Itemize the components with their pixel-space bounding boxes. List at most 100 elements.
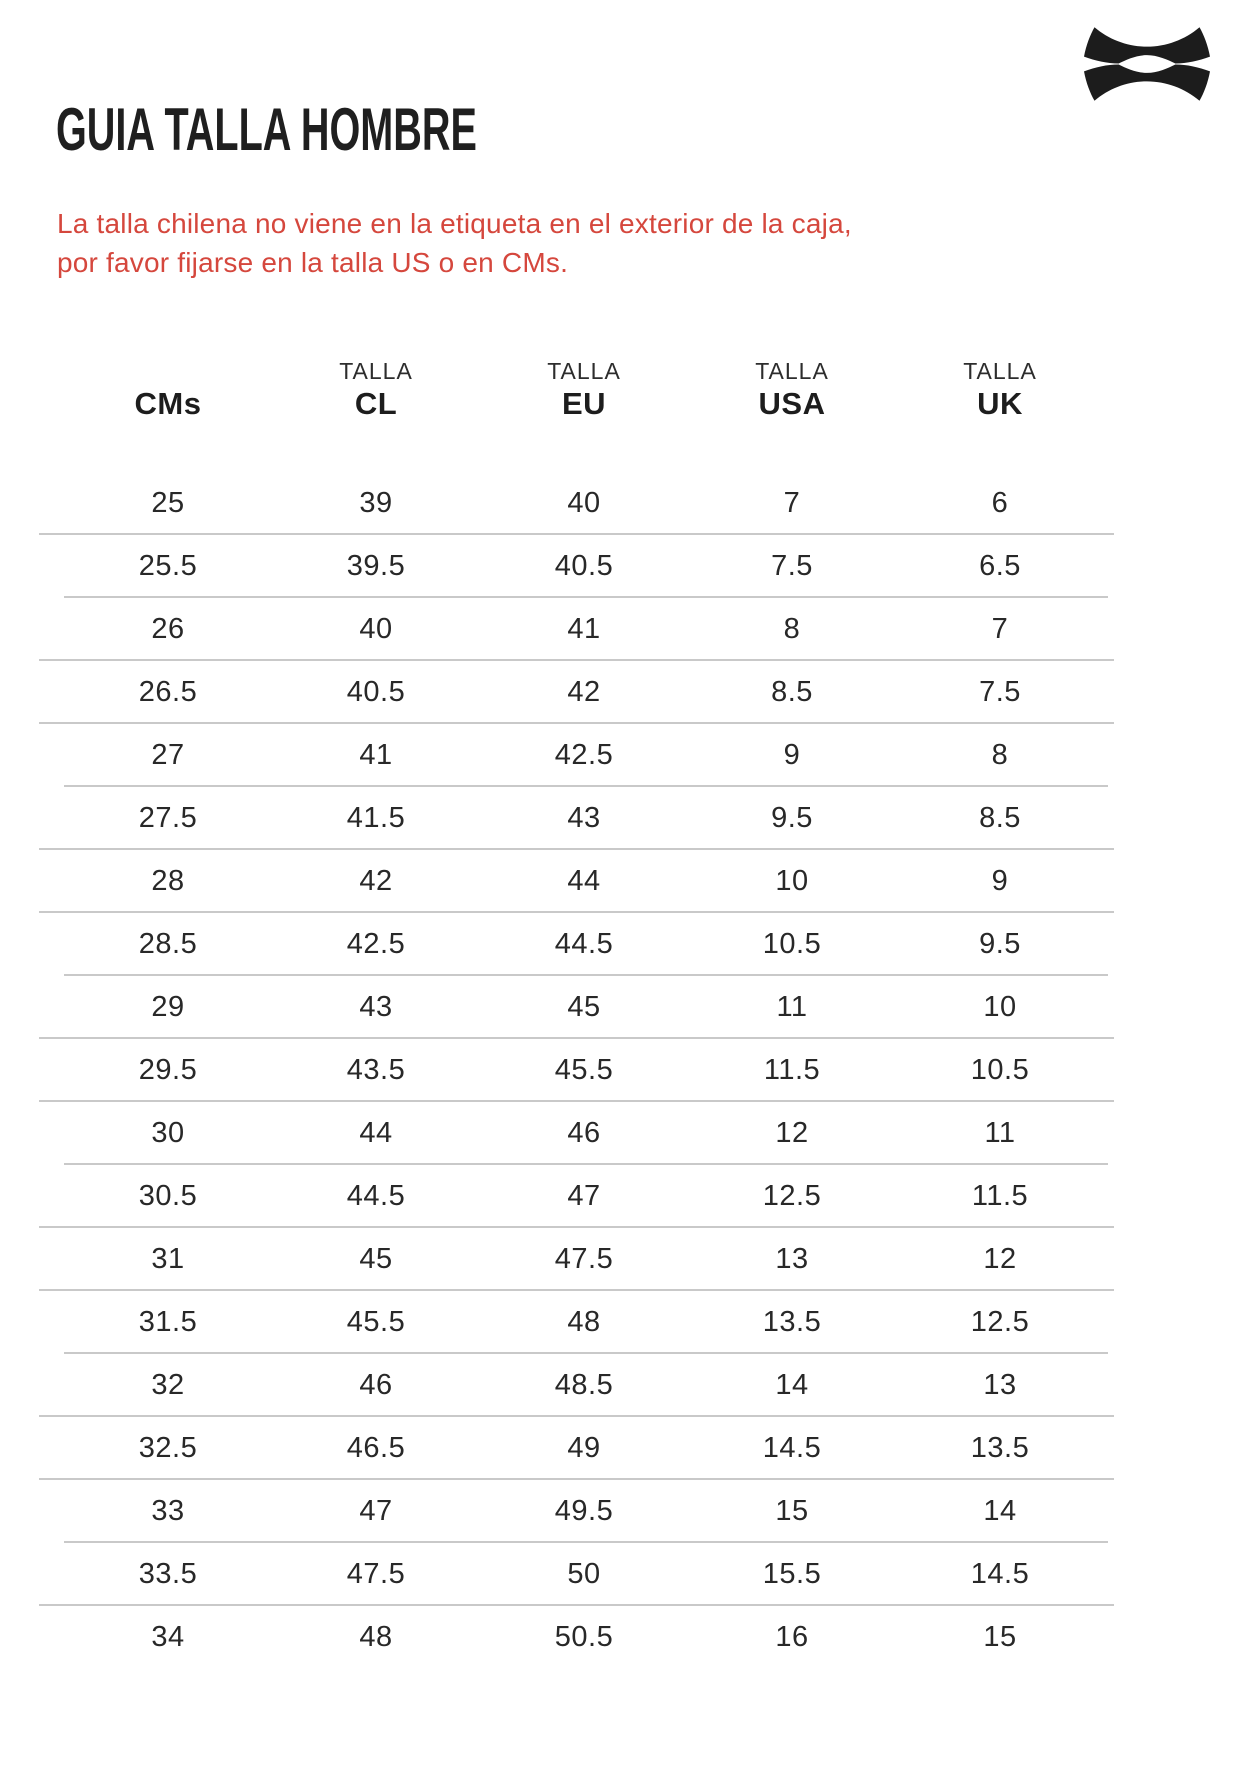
size-cell: 26 bbox=[151, 613, 185, 645]
table-row: 29.5 43.5 45.5 11.5 10.5 bbox=[39, 1039, 1114, 1102]
size-cell: 14 bbox=[983, 1495, 1017, 1527]
size-cell: 11 bbox=[776, 991, 808, 1023]
size-cell: 33.5 bbox=[138, 1558, 198, 1590]
size-cell: 32.5 bbox=[138, 1432, 198, 1464]
column-header-label: UK bbox=[977, 386, 1023, 421]
size-cell: 39 bbox=[359, 487, 393, 519]
column-header-top-label bbox=[64, 352, 272, 385]
table-row: 32 46 48.5 14 13 bbox=[39, 1354, 1114, 1417]
size-cell: 15 bbox=[983, 1621, 1017, 1653]
table-row: 29 43 45 11 10 bbox=[39, 976, 1114, 1039]
size-cell: 40.5 bbox=[346, 676, 406, 708]
table-row: 25.5 39.5 40.5 7.5 6.5 bbox=[64, 535, 1108, 598]
table-row: 31.5 45.5 48 13.5 12.5 bbox=[64, 1291, 1108, 1354]
size-cell: 28.5 bbox=[138, 928, 198, 960]
size-cell: 9.5 bbox=[979, 928, 1021, 960]
note-line-1: La talla chilena no viene en la etiqueta… bbox=[57, 208, 852, 239]
size-cell: 12.5 bbox=[762, 1180, 822, 1212]
size-cell: 28 bbox=[151, 865, 185, 897]
size-cell: 10 bbox=[775, 865, 809, 897]
size-table-header: CMs TALLA CL TALLA EU TALLA USA TALLA UK bbox=[64, 352, 1104, 422]
size-cell: 42 bbox=[359, 865, 393, 897]
size-cell: 50 bbox=[567, 1558, 601, 1590]
size-cell: 46.5 bbox=[346, 1432, 406, 1464]
size-cell: 14.5 bbox=[762, 1432, 822, 1464]
size-cell: 8.5 bbox=[771, 676, 813, 708]
size-cell: 40 bbox=[359, 613, 393, 645]
size-cell: 46 bbox=[567, 1117, 601, 1149]
size-cell: 49 bbox=[567, 1432, 601, 1464]
size-cell: 32 bbox=[151, 1369, 185, 1401]
size-cell: 45.5 bbox=[554, 1054, 614, 1086]
size-cell: 44 bbox=[567, 865, 601, 897]
size-cell: 42.5 bbox=[346, 928, 406, 960]
size-cell: 7 bbox=[783, 487, 801, 519]
size-cell: 30.5 bbox=[138, 1180, 198, 1212]
size-cell: 45 bbox=[359, 1243, 393, 1275]
size-cell: 47 bbox=[359, 1495, 393, 1527]
column-header-uk: TALLA UK bbox=[896, 352, 1104, 422]
column-header-eu: TALLA EU bbox=[480, 352, 688, 422]
table-row: 30.5 44.5 47 12.5 11.5 bbox=[39, 1165, 1114, 1228]
size-cell: 26.5 bbox=[138, 676, 198, 708]
size-cell: 42 bbox=[567, 676, 601, 708]
table-row: 27 41 42.5 9 8 bbox=[64, 724, 1108, 787]
size-cell: 41.5 bbox=[346, 802, 406, 834]
table-row: 31 45 47.5 13 12 bbox=[39, 1228, 1114, 1291]
table-row: 33 47 49.5 15 14 bbox=[64, 1480, 1108, 1543]
size-cell: 9 bbox=[783, 739, 801, 771]
column-header-top-label: TALLA bbox=[547, 358, 621, 384]
size-cell: 25.5 bbox=[138, 550, 198, 582]
size-cell: 42.5 bbox=[554, 739, 614, 771]
column-header-label: CL bbox=[354, 386, 398, 421]
size-cell: 9 bbox=[991, 865, 1009, 897]
column-header-cl: TALLA CL bbox=[272, 352, 480, 422]
table-row: 26.5 40.5 42 8.5 7.5 bbox=[39, 661, 1114, 724]
column-header-usa: TALLA USA bbox=[688, 352, 896, 422]
size-cell: 10.5 bbox=[762, 928, 822, 960]
size-cell: 30 bbox=[151, 1117, 185, 1149]
size-cell: 45.5 bbox=[346, 1306, 406, 1338]
size-cell: 48.5 bbox=[554, 1369, 614, 1401]
size-cell: 31.5 bbox=[138, 1306, 198, 1338]
size-cell: 43.5 bbox=[346, 1054, 406, 1086]
size-cell: 40 bbox=[567, 487, 601, 519]
table-row: 32.5 46.5 49 14.5 13.5 bbox=[39, 1417, 1114, 1480]
table-row: 26 40 41 8 7 bbox=[39, 598, 1114, 661]
size-cell: 12.5 bbox=[970, 1306, 1030, 1338]
size-cell: 7 bbox=[991, 613, 1009, 645]
size-cell: 13 bbox=[775, 1243, 809, 1275]
size-cell: 44 bbox=[359, 1117, 393, 1149]
size-cell: 44.5 bbox=[346, 1180, 406, 1212]
size-cell: 7.5 bbox=[979, 676, 1021, 708]
column-header-label: EU bbox=[561, 386, 607, 421]
size-cell: 8 bbox=[991, 739, 1009, 771]
under-armour-logo-icon bbox=[1084, 22, 1210, 106]
size-cell: 41 bbox=[567, 613, 601, 645]
size-cell: 39.5 bbox=[346, 550, 406, 582]
column-header-label: CMs bbox=[134, 386, 202, 421]
size-cell: 46 bbox=[359, 1369, 393, 1401]
table-row: 33.5 47.5 50 15.5 14.5 bbox=[39, 1543, 1114, 1606]
size-table: CMs TALLA CL TALLA EU TALLA USA TALLA UK 25 39 40 7… bbox=[39, 352, 1114, 1669]
size-cell: 27.5 bbox=[138, 802, 198, 834]
size-cell: 12 bbox=[775, 1117, 809, 1149]
size-cell: 40.5 bbox=[554, 550, 614, 582]
column-header-label: USA bbox=[758, 386, 826, 421]
size-cell: 8 bbox=[783, 613, 801, 645]
size-table-body: 25 39 40 7 6 25.5 39.5 40.5 7.5 6.5 26 40 41 8 7 26.5 40… bbox=[39, 472, 1114, 1669]
size-cell: 45 bbox=[567, 991, 601, 1023]
size-cell: 48 bbox=[359, 1621, 393, 1653]
size-cell: 25 bbox=[151, 487, 185, 519]
size-cell: 48 bbox=[567, 1306, 601, 1338]
table-row: 28 42 44 10 9 bbox=[39, 850, 1114, 913]
page-title: GUIA TALLA HOMBRE bbox=[56, 96, 477, 163]
size-cell: 47.5 bbox=[346, 1558, 406, 1590]
table-row: 30 44 46 12 11 bbox=[64, 1102, 1108, 1165]
table-row: 34 48 50.5 16 15 bbox=[64, 1606, 1104, 1669]
column-header-top-label: TALLA bbox=[339, 358, 413, 384]
size-cell: 47.5 bbox=[554, 1243, 614, 1275]
size-cell: 11 bbox=[984, 1117, 1016, 1149]
size-cell: 11.5 bbox=[971, 1180, 1029, 1212]
